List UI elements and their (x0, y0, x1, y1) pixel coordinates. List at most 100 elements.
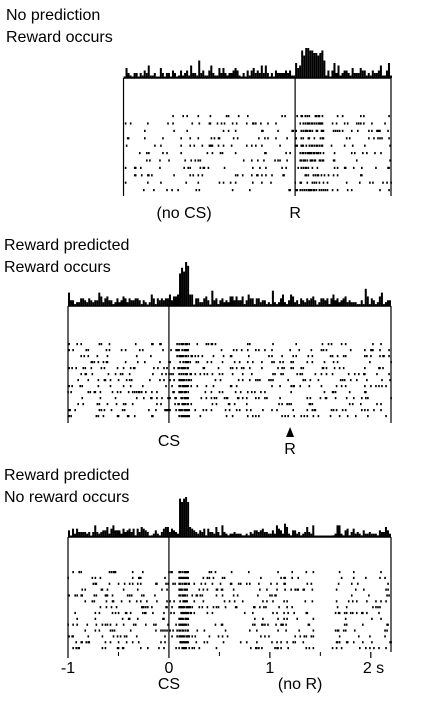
raster-spike-1-5-32 (350, 152, 353, 155)
raster-spike-3-0-13 (178, 571, 180, 574)
raster-spike-1-6-5 (190, 159, 193, 162)
histogram-bar-3-69 (207, 528, 210, 537)
raster-spike-2-11-1 (69, 409, 71, 412)
raster-spike-1-10-21 (312, 189, 315, 192)
raster-spike-2-10-20 (190, 403, 193, 406)
raster-spike-3-10-27 (277, 629, 279, 632)
raster-spike-3-3-40 (387, 588, 389, 591)
raster-spike-2-2-25 (247, 355, 250, 358)
raster-spike-3-5-27 (262, 600, 264, 603)
raster-spike-1-7-5 (183, 166, 185, 169)
raster-spike-3-13-24 (198, 647, 201, 650)
raster-spike-1-1-3 (167, 122, 169, 125)
histogram-bar-2-128 (326, 298, 329, 306)
raster-spike-1-9-19 (318, 181, 321, 184)
raster-spike-3-5-2 (93, 600, 96, 603)
raster-spike-3-5-25 (233, 600, 236, 603)
raster-spike-1-1-23 (304, 122, 307, 125)
raster-spike-1-2-34 (376, 129, 378, 132)
raster-spike-3-3-31 (296, 588, 299, 591)
raster-spike-2-0-6 (134, 343, 137, 346)
histogram-bar-3-112 (294, 530, 297, 537)
raster-spike-3-6-24 (191, 606, 194, 609)
histogram-bar-3-142 (354, 533, 357, 537)
histogram-bar-1-12 (147, 65, 150, 78)
raster-spike-2-0-36 (380, 343, 382, 346)
histogram-bar-3-88 (245, 533, 248, 537)
raster-spike-1-3-24 (319, 137, 322, 140)
raster-spike-2-4-52 (379, 367, 381, 370)
raster-spike-3-12-19 (184, 641, 186, 644)
raster-spike-3-9-38 (281, 623, 283, 626)
raster-spike-2-5-23 (194, 373, 197, 376)
raster-spike-2-4-29 (217, 367, 220, 370)
histogram-bar-3-156 (382, 532, 385, 537)
raster-spike-1-1-0 (124, 122, 127, 125)
histogram-bar-3-45 (158, 535, 161, 537)
histogram-bar-2-127 (324, 300, 327, 306)
panel-2-label-1: CS (158, 433, 180, 450)
raster-spike-2-9-10 (169, 397, 171, 400)
raster-spike-2-11-5 (103, 409, 106, 412)
raster-spike-3-7-25 (190, 611, 193, 615)
raster-spike-2-9-24 (215, 397, 218, 400)
raster-spike-3-6-16 (181, 606, 183, 609)
raster-spike-2-4-36 (261, 367, 263, 370)
raster-spike-2-4-25 (186, 367, 189, 370)
raster-spike-1-1-45 (384, 122, 386, 125)
raster-spike-3-2-2 (95, 582, 98, 585)
raster-spike-2-9-9 (167, 397, 169, 400)
histogram-bar-2-90 (249, 298, 252, 306)
raster-spike-2-5-33 (272, 373, 274, 376)
raster-spike-2-9-45 (361, 397, 363, 400)
raster-spike-2-11-10 (155, 409, 157, 412)
raster-spike-1-6-6 (194, 159, 197, 162)
histogram-bar-3-20 (108, 533, 111, 537)
raster-spike-2-4-32 (235, 367, 238, 370)
raster-spike-3-13-36 (305, 647, 308, 650)
raster-spike-3-12-38 (336, 641, 339, 644)
raster-spike-2-8-6 (99, 391, 102, 394)
raster-spike-2-10-14 (181, 403, 183, 406)
histogram-bar-3-137 (344, 530, 347, 537)
raster-spike-1-10-1 (153, 189, 155, 192)
raster-spike-3-2-34 (248, 582, 251, 585)
raster-spike-2-3-17 (186, 361, 189, 364)
histogram-bar-3-35 (138, 532, 141, 537)
raster-spike-1-1-37 (335, 122, 338, 125)
raster-spike-2-12-14 (181, 415, 183, 418)
raster-spike-2-0-35 (372, 343, 374, 346)
raster-spike-3-6-11 (166, 606, 168, 609)
histogram-bar-3-97 (263, 532, 266, 537)
raster-spike-3-13-18 (183, 647, 185, 650)
raster-spike-1-9-14 (300, 181, 303, 184)
raster-spike-3-4-2 (76, 594, 78, 597)
raster-spike-3-10-14 (176, 629, 178, 632)
raster-spike-3-9-13 (145, 623, 147, 626)
raster-spike-3-0-16 (183, 571, 185, 574)
raster-spike-3-8-2 (121, 617, 124, 620)
raster-spike-2-6-6 (117, 379, 120, 382)
raster-spike-2-8-29 (187, 391, 190, 394)
raster-spike-1-2-6 (261, 129, 263, 132)
raster-spike-3-13-29 (258, 647, 260, 650)
raster-spike-3-10-13 (172, 629, 174, 632)
raster-spike-2-6-27 (237, 379, 240, 382)
raster-spike-1-4-29 (313, 144, 316, 147)
raster-spike-3-6-26 (201, 606, 204, 609)
raster-spike-2-11-38 (271, 409, 273, 412)
histogram-bar-2-1 (70, 300, 73, 306)
raster-spike-2-11-33 (235, 409, 238, 412)
histogram-bar-2-120 (310, 298, 313, 306)
histogram-bar-3-50 (168, 532, 171, 537)
raster-spike-1-2-3 (222, 129, 225, 132)
raster-spike-1-0-7 (237, 115, 240, 118)
raster-spike-2-2-6 (150, 355, 152, 358)
histogram-bar-3-59 (187, 502, 190, 537)
raster-spike-3-12-16 (181, 641, 183, 644)
raster-spike-2-12-22 (199, 415, 202, 418)
raster-spike-1-8-22 (304, 174, 307, 177)
raster-spike-3-10-18 (182, 629, 184, 632)
raster-spike-2-4-1 (71, 367, 73, 370)
raster-spike-1-7-27 (336, 166, 339, 169)
